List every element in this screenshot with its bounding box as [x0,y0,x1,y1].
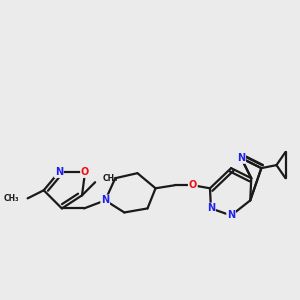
Text: N: N [55,167,63,177]
Text: O: O [189,180,197,190]
Text: N: N [101,195,109,206]
Text: N: N [207,203,215,213]
Text: N: N [227,211,235,220]
Text: N: N [237,153,245,163]
Text: CH₃: CH₃ [4,194,20,203]
Text: CH₃: CH₃ [102,174,118,183]
Text: O: O [81,167,89,177]
